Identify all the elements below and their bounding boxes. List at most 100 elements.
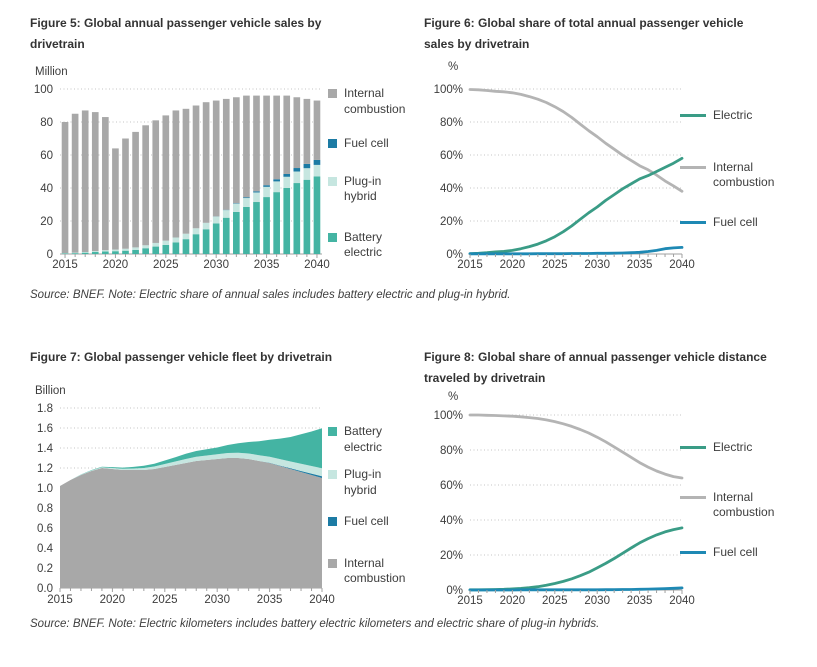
figure8-title-line1: Figure 8: Global share of annual passeng… [424, 350, 767, 364]
figure6-legend: Electric Internal combustion Fuel cell [680, 108, 774, 230]
figure7-title-line1: Figure 7: Global passenger vehicle fleet… [30, 350, 333, 364]
y-tick-label: 80% [440, 117, 463, 129]
figure7-y-axis-unit: Billion [35, 385, 66, 397]
y-tick-label: 60% [440, 480, 463, 492]
figure5-title: Figure 5: Global annual passenger vehicl… [30, 13, 321, 55]
x-tick-label: 2015 [47, 594, 73, 606]
x-tick-label: 2025 [542, 259, 568, 271]
legend-label: Plug-in hybrid [344, 173, 382, 204]
y-tick-label: 40 [40, 183, 53, 195]
x-tick-label: 2015 [457, 259, 483, 271]
legend-label: Fuel cell [344, 136, 389, 150]
figure7-title: Figure 7: Global passenger vehicle fleet… [30, 347, 332, 368]
legend-label: Battery electric [344, 424, 383, 454]
x-tick-label: 2040 [669, 259, 695, 271]
figure8-title-line2: traveled by drivetrain [424, 371, 546, 385]
y-tick-label: 0.2 [37, 563, 53, 575]
legend-item-electric: Electric [680, 440, 774, 456]
x-tick-label: 2030 [203, 259, 229, 271]
x-tick-label: 2025 [153, 259, 179, 271]
figure6-y-axis-unit: % [448, 61, 459, 73]
x-tick-label: 2035 [627, 259, 653, 271]
legend-item-plug-in-hybrid: Plug-in hybrid [328, 467, 405, 498]
y-tick-label: 20% [440, 550, 463, 562]
y-tick-label: 1.0 [37, 483, 53, 495]
legend-item-fuel-cell: Fuel cell [680, 545, 774, 561]
legend-item-electric: Electric [680, 108, 774, 124]
legend-line-swatch [680, 446, 706, 449]
x-tick-label: 2025 [152, 594, 178, 606]
legend-line-swatch [680, 550, 706, 554]
figure8-y-axis-unit: % [448, 391, 459, 403]
legend-item-fuel-cell: Fuel cell [680, 215, 774, 231]
y-tick-label: 20% [440, 216, 463, 228]
x-tick-label: 2040 [309, 594, 335, 606]
figure5-title-line1: Figure 5: Global annual passenger vehicl… [30, 16, 322, 30]
x-tick-label: 2030 [584, 595, 610, 607]
y-tick-label: 100% [434, 410, 463, 422]
legend-square-swatch [328, 139, 337, 148]
y-tick-label: 0.8 [37, 503, 53, 515]
y-tick-label: 20 [40, 216, 53, 228]
legend-item-fuel-cell: Fuel cell [328, 136, 405, 152]
figure8-title: Figure 8: Global share of annual passeng… [424, 347, 767, 389]
legend-line-swatch [680, 495, 706, 499]
legend-item-fuel-cell: Fuel cell [328, 514, 405, 530]
legend-label: Fuel cell [344, 514, 389, 528]
legend-line-swatch [680, 114, 706, 117]
legend-square-swatch [328, 558, 337, 568]
figure6-title-line2: sales by drivetrain [424, 37, 530, 51]
legend-line-swatch [680, 165, 706, 169]
x-tick-label: 2040 [669, 595, 695, 607]
legend-item-internal-combustion: Internal combustion [680, 160, 774, 191]
legend-label: Plug-in hybrid [344, 467, 382, 497]
y-tick-label: 60% [440, 150, 463, 162]
x-tick-label: 2025 [542, 595, 568, 607]
x-tick-label: 2020 [103, 259, 129, 271]
figure6-title-line1: Figure 6: Global share of total annual p… [424, 16, 744, 30]
x-tick-label: 2035 [254, 259, 280, 271]
x-tick-label: 2015 [52, 259, 78, 271]
legend-item-internal-combustion: Internal combustion [328, 556, 405, 587]
legend-square-swatch [328, 470, 337, 479]
legend-square-swatch [328, 517, 337, 526]
figure7-legend: Battery electric Plug-in hybrid Fuel cell I… [328, 424, 405, 587]
source-note-bottom: Source: BNEF. Note: Electric kilometers … [30, 618, 600, 630]
legend-square-swatch [328, 89, 337, 98]
y-tick-label: 1.6 [37, 423, 53, 435]
x-tick-label: 2015 [457, 595, 483, 607]
source-note-top: Source: BNEF. Note: Electric share of an… [30, 289, 511, 301]
figure5-title-line2: drivetrain [30, 37, 85, 51]
legend-square-swatch [328, 427, 337, 436]
y-tick-label: 100% [434, 84, 463, 96]
y-tick-label: 0.4 [37, 543, 54, 555]
legend-square-swatch [328, 176, 337, 186]
legend-label: Fuel cell [713, 214, 758, 229]
y-tick-label: 40% [440, 183, 463, 195]
y-tick-label: 1.2 [37, 463, 53, 475]
figure5-y-axis-unit: Million [35, 66, 68, 78]
legend-label: Internal combustion [713, 159, 775, 190]
legend-label: Electric [713, 108, 753, 122]
legend-item-battery-electric: Battery electric [328, 230, 405, 261]
x-tick-label: 2040 [304, 259, 330, 271]
figure5-legend: Internal combustion Fuel cell Plug-in hybr… [328, 86, 405, 261]
y-tick-label: 0.0 [37, 583, 53, 595]
legend-label: Internal combustion [344, 86, 406, 116]
x-tick-label: 2020 [100, 594, 126, 606]
y-tick-label: 0% [446, 249, 463, 261]
y-tick-label: 0% [446, 585, 463, 597]
x-tick-label: 2030 [584, 259, 610, 271]
x-tick-label: 2035 [627, 595, 653, 607]
x-tick-label: 2020 [500, 259, 526, 271]
figure6-line-chart: 0% 20% 40% 60% 80% 100% 2015 2020 2025 2030 2035 20… [434, 84, 695, 271]
y-tick-label: 80% [440, 445, 463, 457]
x-tick-label: 2030 [204, 594, 230, 606]
legend-line-swatch [680, 220, 706, 224]
figure8-line-chart: 0% 20% 40% 60% 80% 100% 2015 2020 2025 2030 2035 20… [434, 410, 695, 607]
y-tick-label: 60 [40, 150, 53, 162]
legend-label: Battery electric [344, 229, 383, 260]
legend-item-battery-electric: Battery electric [328, 424, 405, 455]
